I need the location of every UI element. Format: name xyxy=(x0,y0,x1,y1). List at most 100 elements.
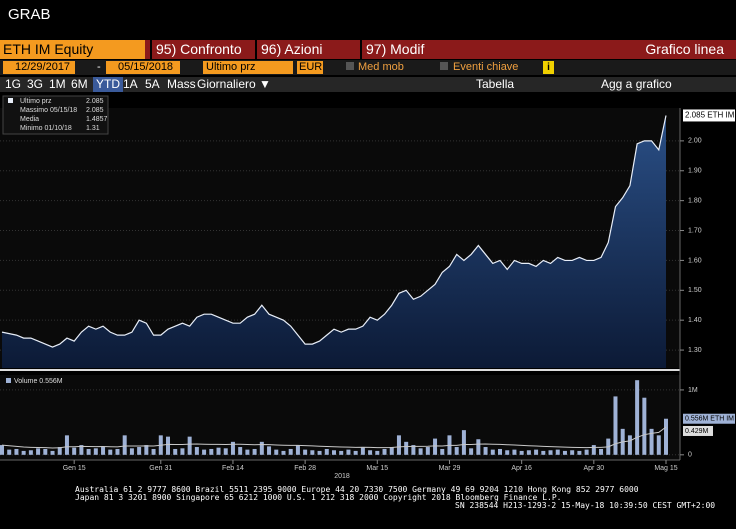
period-button[interactable]: 3G xyxy=(27,77,44,91)
volume-bar xyxy=(656,435,661,455)
volume-tag: 0.556M ETH IM xyxy=(685,416,734,423)
moving-avg[interactable]: Med mob xyxy=(358,61,404,73)
window-title: GRAB xyxy=(8,6,51,23)
volume-bar xyxy=(216,447,221,455)
start-date[interactable]: 12/29/2017 xyxy=(3,61,75,74)
period-button[interactable]: Giornaliero ▼ xyxy=(197,77,271,91)
volume-bar xyxy=(346,449,351,455)
volume-bar xyxy=(180,448,185,455)
table-button[interactable]: Tabella xyxy=(476,77,515,91)
volume-bar xyxy=(613,396,618,455)
end-date[interactable]: 05/15/2018 xyxy=(106,61,180,74)
volume-bar xyxy=(79,445,84,455)
volume-bar xyxy=(411,445,416,455)
volume-bar xyxy=(173,448,178,455)
volume-bar xyxy=(93,448,98,455)
volume-bar xyxy=(281,450,286,455)
volume-bar xyxy=(166,436,170,455)
checkbox[interactable] xyxy=(346,62,354,70)
events[interactable]: Eventi chiave xyxy=(453,61,519,73)
volume-bar xyxy=(209,448,214,455)
legend-label: Massimo 05/15/18 xyxy=(20,107,77,114)
volume-bar xyxy=(187,436,192,455)
legend-label: Media xyxy=(20,116,39,123)
chart: 1.30 1.40 1.50 1.60 1.70 1.80 1.90 2.00 2.085 ET… xyxy=(0,95,735,480)
x-tick-label: Gen 31 xyxy=(149,465,172,472)
volume-legend: Volume 0.556M xyxy=(14,378,63,385)
last-tag: 2.085 ETH IM xyxy=(685,111,735,120)
volume-bar xyxy=(0,445,4,455)
volume-bar xyxy=(64,435,69,455)
volume-bar xyxy=(440,448,445,455)
volume-bar xyxy=(642,397,647,455)
y-tick-label: 1.40 xyxy=(688,317,702,324)
volume-bar xyxy=(7,449,12,455)
volume-bar xyxy=(599,448,604,455)
volume-bar xyxy=(274,449,279,455)
volume-bar xyxy=(14,448,19,455)
menu-button[interactable]: 96) Azioni xyxy=(255,40,361,59)
period-button[interactable]: 1A xyxy=(123,77,138,91)
period-button[interactable]: 1G xyxy=(5,77,22,91)
volume-bar xyxy=(649,428,654,455)
legend-swatch xyxy=(6,378,11,383)
volume-bar xyxy=(223,448,228,455)
volume-bar xyxy=(339,450,344,455)
volume-bar xyxy=(555,449,560,455)
legend-value: 1.4857 xyxy=(86,116,108,123)
period-button[interactable]: 5A xyxy=(145,77,160,91)
volume-bar xyxy=(288,448,293,455)
volume-bar xyxy=(238,447,243,455)
volume-bar xyxy=(43,448,48,455)
volume-bar xyxy=(86,448,91,455)
y-tick-label: 1.50 xyxy=(688,287,702,294)
volume-bar xyxy=(194,447,199,455)
volume-bar xyxy=(469,448,474,455)
volume-bar xyxy=(245,449,250,455)
volume-bar xyxy=(382,448,387,455)
volume-bar xyxy=(476,439,481,455)
volume-bar xyxy=(368,450,373,455)
field-select[interactable]: Ultimo prz xyxy=(203,61,293,74)
period-button[interactable]: Mass xyxy=(167,77,196,91)
checkbox[interactable] xyxy=(440,62,448,70)
volume-bar xyxy=(36,448,41,455)
y-tick-label: 2.00 xyxy=(688,138,702,145)
period-button[interactable]: 1M xyxy=(49,77,66,91)
volume-bar xyxy=(28,450,33,455)
x-tick-label: Gen 15 xyxy=(63,465,86,472)
footer-line: SN 238544 H213-1293-2 15-May-18 10:39:50… xyxy=(455,501,716,510)
view-label[interactable]: Grafico linea xyxy=(645,41,724,57)
volume-bar xyxy=(295,445,300,455)
period-button[interactable]: 6M xyxy=(71,77,88,91)
price-line xyxy=(1,115,667,348)
add-button[interactable]: Agg a grafico xyxy=(601,77,672,91)
x-tick-label: Feb 28 xyxy=(294,465,316,472)
currency-select[interactable]: EUR xyxy=(297,61,323,74)
volume-bar xyxy=(584,449,589,455)
period-button[interactable]: YTD xyxy=(93,77,123,92)
y-tick-label: 1.60 xyxy=(688,257,702,264)
volume-bar xyxy=(317,450,322,455)
volume-bar xyxy=(534,449,539,455)
volume-bar xyxy=(108,449,113,455)
tag-bg xyxy=(683,413,735,424)
volume-bar xyxy=(202,449,207,455)
volume-bar xyxy=(353,450,358,455)
y-tick-label: 1.70 xyxy=(688,227,702,234)
legend-swatch xyxy=(8,98,13,103)
year-label: 2018 xyxy=(334,473,350,480)
info-button[interactable]: i xyxy=(543,61,554,74)
security-field[interactable]: ETH IM Equity xyxy=(0,40,145,59)
volume-bar xyxy=(498,448,502,455)
volume-bar xyxy=(252,448,257,455)
menu-button[interactable]: 95) Confronto xyxy=(150,40,256,59)
y-tick-label: 1.80 xyxy=(688,197,702,204)
volume-bar xyxy=(122,435,127,455)
menu-button[interactable]: 97) Modif xyxy=(360,40,466,59)
volume-bar xyxy=(324,448,329,455)
volume-bar xyxy=(303,449,308,455)
legend-label: Ultimo prz xyxy=(20,98,52,105)
x-tick-label: Feb 14 xyxy=(222,465,244,472)
separator: - xyxy=(97,61,101,73)
